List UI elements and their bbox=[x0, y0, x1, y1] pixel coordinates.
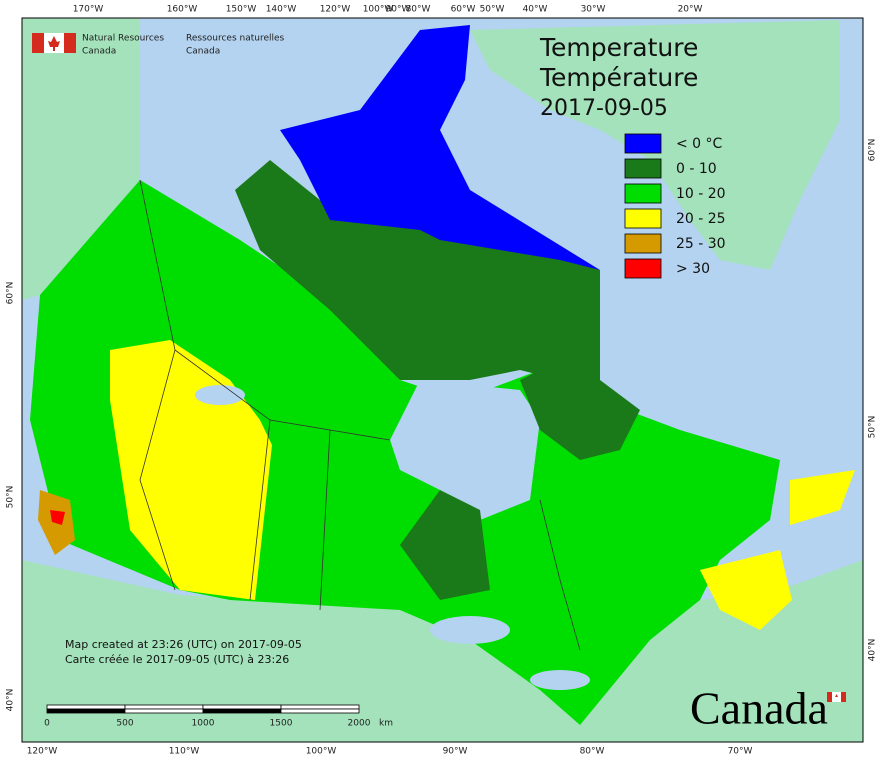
north-dark bbox=[235, 160, 600, 390]
longitude-label: 120°W bbox=[27, 747, 58, 757]
province-border bbox=[539, 499, 581, 651]
lake bbox=[530, 670, 590, 690]
title-line: Temperature bbox=[539, 33, 698, 62]
flag-band bbox=[841, 692, 846, 702]
longitude-label: 30°W bbox=[581, 5, 606, 15]
scale-label: 2000 bbox=[348, 719, 371, 729]
frame-border bbox=[21, 17, 864, 743]
scale-label: 500 bbox=[116, 719, 133, 729]
prairie-yellow bbox=[110, 340, 272, 600]
title-line: 2017-09-05 bbox=[540, 96, 668, 121]
latitude-label: 50°N bbox=[6, 486, 16, 509]
legend-swatch bbox=[624, 233, 662, 254]
longitude-label: 90°W bbox=[386, 5, 411, 15]
scale-unit: km bbox=[379, 719, 393, 729]
longitude-label: 20°W bbox=[678, 5, 703, 15]
longitude-label: 120°W bbox=[320, 5, 351, 15]
scale-segment bbox=[280, 708, 360, 714]
agency-fr: Ressources naturelles bbox=[186, 34, 285, 44]
map-frame bbox=[21, 17, 864, 743]
scale-segment bbox=[46, 708, 126, 714]
hudson-bay bbox=[390, 380, 540, 520]
bc-red bbox=[50, 510, 65, 525]
maple-leaf bbox=[48, 36, 60, 51]
longitude-label: 100°W bbox=[306, 747, 337, 757]
longitude-label: 170°W bbox=[73, 5, 104, 15]
legend-label: 20 - 25 bbox=[676, 211, 726, 227]
maple-leaf bbox=[835, 694, 838, 697]
legend-swatch bbox=[624, 158, 662, 179]
longitude-label: 50°W bbox=[480, 5, 505, 15]
agency-en: Natural Resources bbox=[82, 34, 164, 44]
scale-segment bbox=[124, 708, 204, 714]
newfoundland-yellow bbox=[790, 470, 855, 525]
legend-label: 25 - 30 bbox=[676, 236, 726, 252]
quebec-dark bbox=[520, 360, 640, 460]
flag-band bbox=[64, 33, 76, 53]
wordmark-flag bbox=[827, 692, 846, 702]
usa bbox=[22, 560, 863, 742]
legend-swatch bbox=[624, 183, 662, 204]
ontario-dark bbox=[400, 490, 490, 600]
longitude-label: 80°W bbox=[406, 5, 431, 15]
latitude-label: 40°N bbox=[6, 689, 16, 712]
province-border bbox=[139, 179, 176, 591]
longitude-label: 90°W bbox=[443, 747, 468, 757]
title-line: Température bbox=[539, 63, 698, 92]
legend-label: > 30 bbox=[676, 261, 710, 277]
scale-label: 1500 bbox=[270, 719, 293, 729]
longitude-label: 80°W bbox=[580, 747, 605, 757]
flag-band bbox=[827, 692, 832, 702]
province-border bbox=[329, 429, 391, 441]
longitude-label: 60°W bbox=[451, 5, 476, 15]
latitude-label: 40°N bbox=[868, 639, 878, 662]
latitude-label: 60°N bbox=[6, 282, 16, 305]
wordmark: Canada bbox=[690, 683, 828, 734]
longitude-label: 100°W bbox=[363, 5, 394, 15]
scale-segment bbox=[124, 704, 204, 710]
credit-line: Map created at 23:26 (UTC) on 2017-09-05 bbox=[65, 638, 302, 651]
alaska bbox=[22, 18, 140, 300]
agency-en: Canada bbox=[82, 47, 116, 57]
longitude-label: 160°W bbox=[167, 5, 198, 15]
legend-label: 10 - 20 bbox=[676, 186, 726, 202]
longitude-label: 110°W bbox=[169, 747, 200, 757]
longitude-label: 150°W bbox=[226, 5, 257, 15]
longitude-label: 70°W bbox=[728, 747, 753, 757]
scale-segment bbox=[46, 704, 126, 710]
scale-segment bbox=[202, 708, 282, 714]
scale-label: 1000 bbox=[192, 719, 215, 729]
legend-swatch bbox=[624, 133, 662, 154]
legend-swatch bbox=[624, 258, 662, 279]
maritimes-yellow bbox=[700, 550, 792, 630]
legend-label: < 0 °C bbox=[676, 136, 723, 152]
nrcan-flag bbox=[32, 33, 76, 53]
lake bbox=[430, 616, 510, 644]
longitude-label: 40°W bbox=[523, 5, 548, 15]
credit-line: Carte créée le 2017-09-05 (UTC) à 23:26 bbox=[65, 653, 289, 666]
longitude-label: 140°W bbox=[266, 5, 297, 15]
flag-band bbox=[32, 33, 44, 53]
latitude-label: 60°N bbox=[868, 139, 878, 162]
latitude-label: 50°N bbox=[868, 416, 878, 439]
arctic-blue bbox=[280, 25, 600, 270]
legend-swatch bbox=[624, 208, 662, 229]
legend-label: 0 - 10 bbox=[676, 161, 717, 177]
scale-label: 0 bbox=[44, 719, 50, 729]
agency-fr: Canada bbox=[186, 47, 220, 57]
scale-segment bbox=[280, 704, 360, 710]
scale-segment bbox=[202, 704, 282, 710]
lake bbox=[195, 385, 245, 405]
